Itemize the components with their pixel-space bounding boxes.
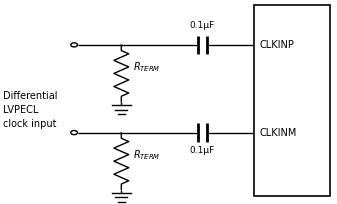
Text: $R_{TERM}$: $R_{TERM}$: [133, 60, 161, 74]
Text: 0.1μF: 0.1μF: [190, 21, 215, 30]
Text: CLKINM: CLKINM: [259, 128, 297, 138]
Text: Differential
LVPECL
clock input: Differential LVPECL clock input: [3, 91, 58, 129]
Text: $R_{TERM}$: $R_{TERM}$: [133, 148, 161, 162]
Text: CLKINP: CLKINP: [259, 40, 294, 50]
Bar: [254, 5, 330, 196]
Text: 0.1μF: 0.1μF: [190, 146, 215, 155]
